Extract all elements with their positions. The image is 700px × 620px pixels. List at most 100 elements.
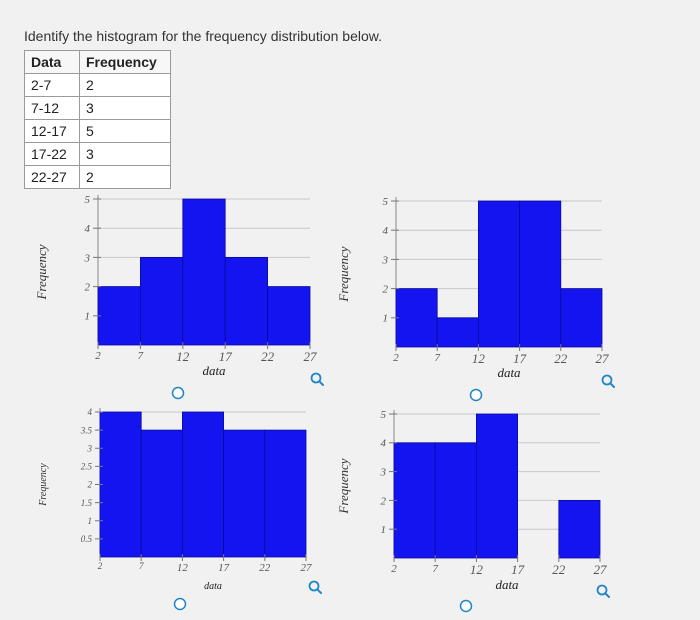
histogram-bar	[181, 411, 224, 558]
x-tick-label: 7	[139, 561, 144, 571]
y-axis-label: Frequency	[34, 244, 49, 300]
x-tick-label: 12	[176, 349, 190, 364]
histogram-bar	[223, 429, 266, 558]
x-axis-label: data	[202, 363, 226, 378]
table-row: 7-12 3	[24, 96, 171, 120]
histogram-bar	[140, 257, 184, 346]
y-tick-label: 2	[381, 495, 387, 507]
table-row: 17-22 3	[24, 142, 171, 166]
table-row: 22-27 2	[24, 165, 171, 189]
y-tick-label: 2	[88, 480, 93, 490]
class-cell: 7-12	[24, 96, 80, 120]
x-tick-label: 17	[219, 349, 233, 364]
histogram-bar	[182, 198, 226, 346]
histogram-bar	[519, 200, 562, 348]
magnifier-handle	[609, 382, 615, 388]
column-header-frequency: Frequency	[79, 50, 171, 74]
y-tick-label: 2	[383, 283, 389, 295]
histogram-bar	[434, 442, 477, 559]
y-axis-label: Frequency	[336, 458, 351, 514]
x-axis-label: data	[495, 577, 519, 592]
x-tick-label: 22	[552, 562, 566, 577]
answer-option-radio-icon[interactable]	[173, 597, 187, 611]
histogram-bar	[99, 411, 142, 558]
answer-option-radio-icon[interactable]	[459, 599, 473, 613]
x-tick-label: 27	[304, 349, 318, 364]
magnifier-handle	[318, 380, 324, 386]
histogram-bar	[475, 413, 518, 559]
histogram-bar	[97, 286, 141, 346]
y-tick-label: 3	[87, 443, 93, 453]
magnifier-lens	[310, 372, 322, 384]
x-tick-label: 22	[259, 562, 271, 574]
x-tick-label: 17	[218, 562, 230, 574]
histogram-bar	[558, 500, 601, 559]
y-tick-label: 3	[382, 254, 389, 266]
y-tick-label: 0.5	[81, 534, 93, 544]
x-tick-label: 17	[511, 562, 524, 577]
table-row: 12-17 5	[24, 119, 171, 143]
y-tick-label: 1	[383, 313, 389, 325]
magnifier-lens	[308, 580, 320, 592]
y-tick-label: 2	[85, 281, 91, 293]
y-tick-label: 4	[383, 225, 389, 237]
y-tick-label: 4	[88, 407, 93, 417]
y-tick-label: 3	[380, 466, 387, 478]
answer-option-radio-icon[interactable]	[171, 386, 185, 400]
x-tick-label: 22	[554, 351, 568, 366]
frequency-table: Data Frequency 2-7 2 7-12 3 12-17 5 17-2…	[24, 50, 171, 189]
class-cell: 2-7	[24, 73, 80, 97]
y-tick-label: 3.5	[80, 425, 93, 435]
histogram-bar	[264, 429, 307, 558]
frequency-cell: 2	[79, 73, 171, 97]
histogram-bar	[267, 286, 311, 346]
histogram-bar	[393, 442, 436, 559]
x-tick-label: 17	[513, 351, 527, 366]
column-header-data: Data	[24, 50, 80, 74]
x-axis-label: data	[204, 581, 222, 592]
histogram-bar	[477, 200, 520, 348]
table-row: 2-7 2	[24, 73, 171, 97]
y-tick-label: 1	[88, 516, 93, 526]
answer-option-radio-icon[interactable]	[469, 388, 483, 402]
y-tick-label: 4	[85, 223, 91, 235]
zoom-magnifier-icon[interactable]	[308, 580, 322, 594]
question-text: Identify the histogram for the frequency…	[24, 28, 382, 44]
histogram-bar	[560, 288, 603, 348]
x-tick-label: 22	[261, 349, 275, 364]
histogram-bar	[395, 288, 438, 348]
x-tick-label: 2	[393, 352, 399, 364]
x-tick-label: 12	[472, 351, 486, 366]
frequency-cell: 3	[79, 142, 171, 166]
y-tick-label: 1	[381, 524, 387, 536]
y-tick-label: 2.5	[81, 462, 93, 472]
class-cell: 22-27	[24, 165, 80, 189]
magnifier-lens	[596, 584, 608, 596]
zoom-magnifier-icon[interactable]	[310, 372, 324, 386]
x-tick-label: 7	[432, 563, 438, 575]
y-tick-label: 4	[381, 438, 387, 450]
class-cell: 12-17	[24, 119, 80, 143]
x-tick-label: 12	[177, 562, 189, 574]
x-tick-label: 2	[98, 561, 103, 571]
frequency-cell: 3	[79, 96, 171, 120]
x-tick-label: 2	[95, 350, 101, 362]
x-tick-label: 27	[596, 351, 610, 366]
zoom-magnifier-icon[interactable]	[601, 374, 615, 388]
y-axis-label: Frequency	[336, 246, 351, 302]
y-axis-label: Frequency	[38, 463, 49, 507]
y-tick-label: 5	[381, 409, 387, 421]
magnifier-lens	[601, 374, 613, 386]
y-tick-label: 5	[85, 194, 91, 206]
frequency-cell: 5	[79, 119, 171, 143]
zoom-magnifier-icon[interactable]	[596, 584, 610, 598]
histogram-bar	[224, 257, 268, 346]
y-tick-label: 3	[84, 252, 91, 264]
x-tick-label: 2	[391, 563, 397, 575]
histogram-bar	[436, 317, 479, 348]
table-header-row: Data Frequency	[24, 50, 171, 74]
